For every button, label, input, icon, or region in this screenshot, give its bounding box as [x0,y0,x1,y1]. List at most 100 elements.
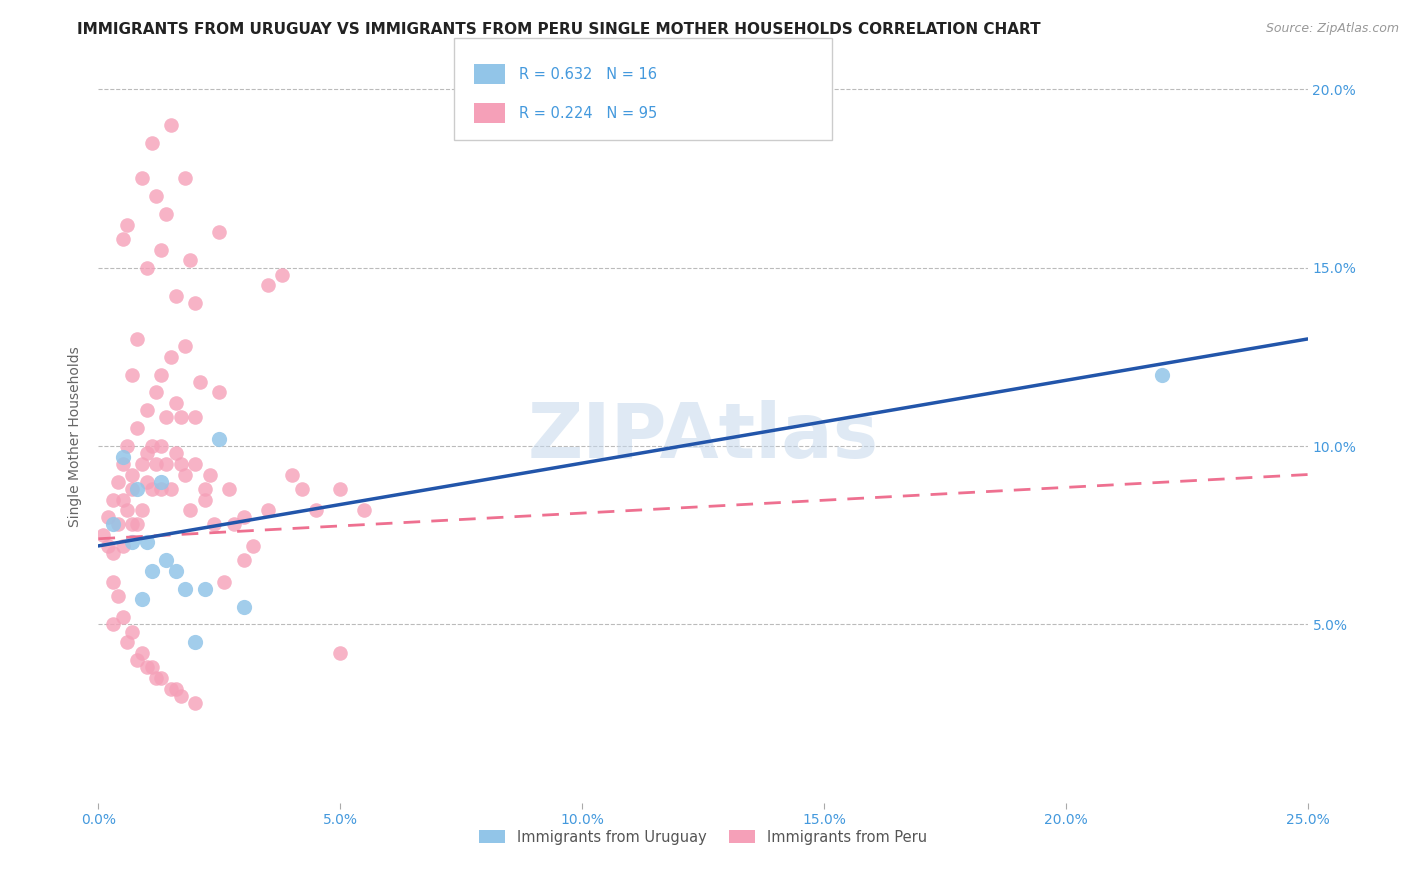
Point [305,503,328,517]
Point [174,171,197,186]
Point [242,539,264,553]
Point [353,503,375,517]
Point [141,482,163,496]
Point [117,635,139,649]
Point [121,624,143,639]
Text: Source: ZipAtlas.com: Source: ZipAtlas.com [1265,22,1399,36]
Point [184,410,207,425]
Point [145,385,167,400]
Point [232,599,254,614]
Point [101,546,124,560]
Point [111,539,134,553]
Point [150,671,173,685]
Point [208,385,231,400]
Point [131,457,153,471]
Point [150,368,173,382]
Point [184,635,207,649]
Point [121,517,143,532]
Point [135,403,157,417]
Point [232,510,254,524]
Point [194,582,217,596]
Point [188,375,211,389]
Point [150,482,173,496]
Point [145,189,167,203]
Point [127,517,149,532]
Point [160,681,183,696]
Point [97,539,120,553]
Point [174,467,197,482]
Point [1152,368,1174,382]
Point [256,278,278,293]
Point [329,482,352,496]
Point [111,457,134,471]
Point [256,503,278,517]
Point [222,517,245,532]
Y-axis label: Single Mother Households: Single Mother Households [69,347,83,527]
Point [101,517,124,532]
Legend: Immigrants from Uruguay, Immigrants from Peru: Immigrants from Uruguay, Immigrants from… [474,823,932,850]
Point [208,432,231,446]
Point [281,467,304,482]
Point [131,646,153,660]
Point [179,503,201,517]
Point [141,660,163,674]
Point [208,225,231,239]
Point [121,467,143,482]
Point [131,171,153,186]
Point [165,396,187,410]
Point [184,696,207,710]
Point [165,446,187,460]
Text: IMMIGRANTS FROM URUGUAY VS IMMIGRANTS FROM PERU SINGLE MOTHER HOUSEHOLDS CORRELA: IMMIGRANTS FROM URUGUAY VS IMMIGRANTS FR… [77,22,1040,37]
Point [169,689,191,703]
Point [160,482,183,496]
Point [150,439,173,453]
Point [101,492,124,507]
Point [107,517,129,532]
Text: R = 0.224   N = 95: R = 0.224 N = 95 [519,106,657,120]
Point [107,475,129,489]
Point [117,439,139,453]
Point [141,564,163,578]
Point [184,296,207,310]
Point [150,475,173,489]
Point [135,660,157,674]
Point [194,492,217,507]
Point [121,368,143,382]
Point [131,503,153,517]
Point [121,482,143,496]
Point [169,457,191,471]
Point [194,482,217,496]
Point [165,289,187,303]
Point [198,467,221,482]
Point [97,510,120,524]
Point [135,475,157,489]
Point [165,681,187,696]
Text: ZIPAtlas: ZIPAtlas [527,401,879,474]
Point [271,268,294,282]
Point [155,207,177,221]
Point [121,535,143,549]
Point [117,503,139,517]
Point [212,574,235,589]
Point [169,410,191,425]
Point [184,457,207,471]
Point [117,218,139,232]
Point [232,553,254,567]
Point [141,439,163,453]
Point [135,446,157,460]
Point [127,421,149,435]
Point [155,410,177,425]
Point [174,339,197,353]
Point [107,589,129,603]
Point [204,517,226,532]
Point [165,564,187,578]
Point [135,535,157,549]
Point [135,260,157,275]
Point [141,136,163,150]
Point [160,350,183,364]
Point [179,253,201,268]
Point [91,528,114,542]
Point [101,574,124,589]
Point [155,553,177,567]
Point [127,653,149,667]
